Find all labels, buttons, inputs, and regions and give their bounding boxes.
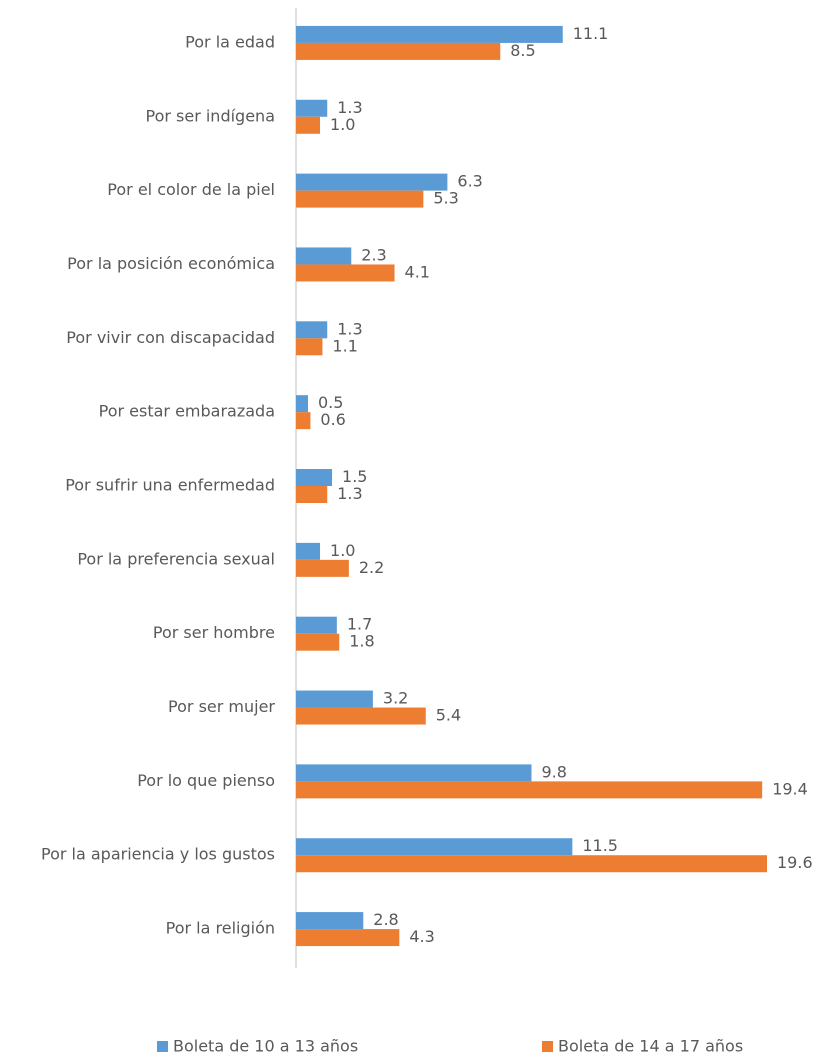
bar [296,247,352,265]
value-label: 4.1 [405,262,430,281]
bar [296,855,767,873]
value-label: 4.3 [409,927,434,946]
category-label: Por la posición económica [67,254,275,273]
bar [296,25,563,43]
legend-label: Boleta de 10 a 13 años [173,1037,358,1056]
value-label: 1.5 [342,467,367,486]
category-label: Por ser indígena [145,106,275,125]
value-label: 1.3 [337,484,362,503]
category-label: Por ser hombre [153,623,275,642]
value-label: 0.5 [318,393,343,412]
value-label: 5.4 [436,706,461,725]
value-label: 2.8 [373,910,398,929]
legend-swatch [542,1041,553,1052]
value-label: 0.6 [320,410,345,429]
bar [296,42,501,60]
value-label: 3.2 [383,689,408,708]
legend-label: Boleta de 14 a 17 años [558,1037,743,1056]
category-label: Por el color de la piel [107,180,275,199]
bar [296,559,349,577]
bar [296,616,337,634]
category-label: Por la religión [166,919,275,938]
category-label: Por la edad [185,32,275,51]
category-label: Por la apariencia y los gustos [41,845,275,864]
bar [296,190,424,208]
value-label: 2.3 [361,245,386,264]
bar [296,116,321,134]
category-label: Por estar embarazada [99,402,275,421]
category-label: Por vivir con discapacidad [66,328,275,347]
value-label: 1.7 [347,615,372,634]
bar [296,173,448,191]
value-label: 6.3 [457,172,482,191]
bar [296,395,309,413]
bar [296,412,311,430]
bar [296,781,763,799]
value-label: 9.8 [542,762,567,781]
value-label: 1.8 [349,632,374,651]
value-label: 2.2 [359,558,384,577]
bar [296,929,400,947]
bar [296,542,321,560]
bar [296,633,340,651]
value-label: 11.1 [573,24,609,43]
bar [296,486,328,503]
value-label: 1.3 [337,319,362,338]
category-label: Por sufrir una enfermedad [65,476,275,495]
bar [296,707,426,725]
bar [296,338,323,356]
value-label: 5.3 [433,189,458,208]
bar [296,764,532,782]
bar [296,838,573,856]
value-label: 1.0 [330,115,355,134]
bar [296,469,333,486]
bar [296,321,328,339]
value-label: 1.0 [330,541,355,560]
bar [296,99,328,117]
bar [296,264,395,282]
value-label: 19.6 [777,853,813,872]
value-label: 1.1 [332,336,357,355]
value-label: 19.4 [772,779,808,798]
legend-swatch [157,1041,168,1052]
category-label: Por ser mujer [168,697,275,716]
category-label: Por la preferencia sexual [77,549,275,568]
bar [296,690,373,708]
value-label: 1.3 [337,98,362,117]
bar [296,912,364,930]
category-label: Por lo que pienso [137,771,275,790]
value-label: 8.5 [510,41,535,60]
value-label: 11.5 [582,836,618,855]
